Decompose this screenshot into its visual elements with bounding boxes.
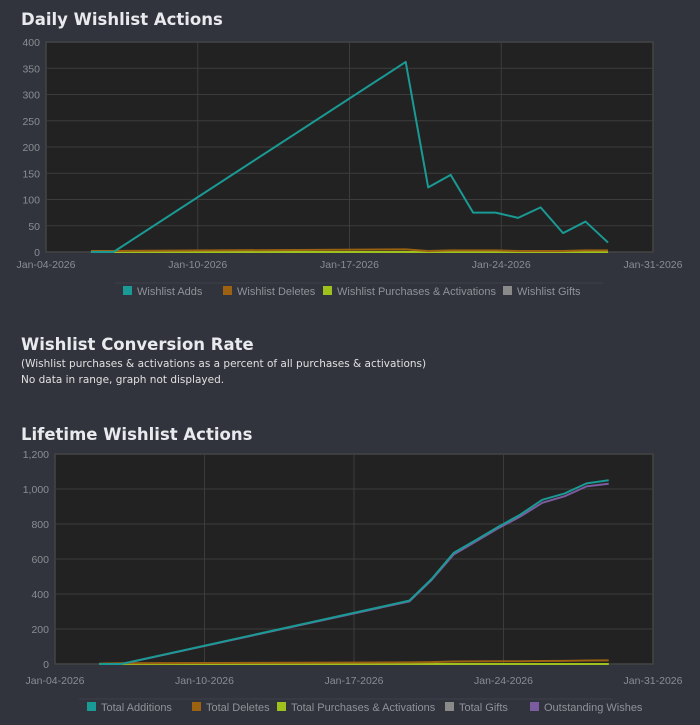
legend-swatch — [87, 702, 96, 711]
y-tick-label: 350 — [22, 63, 40, 75]
legend-label: Wishlist Adds — [137, 286, 203, 298]
legend-swatch — [277, 702, 286, 711]
x-tick-label: Jan-24-2026 — [474, 675, 533, 687]
legend-label: Outstanding Wishes — [544, 702, 643, 714]
y-tick-label: 150 — [22, 168, 40, 180]
conversion-rate-title: Wishlist Conversion Rate — [21, 335, 254, 354]
x-tick-label: Jan-04-2026 — [26, 675, 85, 687]
x-tick-label: Jan-31-2026 — [624, 675, 683, 687]
x-tick-label: Jan-31-2026 — [624, 259, 683, 271]
lifetime-wishlist-title: Lifetime Wishlist Actions — [21, 425, 253, 444]
series-line-total-deletes — [99, 659, 609, 665]
legend-swatch — [503, 286, 512, 295]
y-tick-label: 0 — [43, 659, 49, 671]
legend-swatch — [123, 286, 132, 295]
x-tick-label: Jan-10-2026 — [168, 259, 227, 271]
y-tick-label: 0 — [34, 247, 40, 259]
y-tick-label: 600 — [31, 554, 49, 566]
legend-label: Wishlist Deletes — [237, 286, 316, 298]
legend-swatch — [223, 286, 232, 295]
y-tick-label: 200 — [22, 142, 40, 154]
y-tick-label: 800 — [31, 519, 49, 531]
legend-label: Wishlist Gifts — [517, 286, 581, 298]
legend-swatch — [192, 702, 201, 711]
y-tick-label: 300 — [22, 90, 40, 102]
daily-wishlist-chart: 0 50 100 150 200 250 300 350 400 Jan-04-2026 Jan-1… — [17, 37, 683, 298]
y-tick-label: 250 — [22, 116, 40, 128]
series-line-total-additions — [99, 479, 609, 665]
x-tick-label: Jan-17-2026 — [325, 675, 384, 687]
y-tick-label: 1,200 — [23, 449, 49, 461]
y-tick-label: 1,000 — [23, 484, 49, 496]
series-line-wishlist-deletes — [90, 248, 609, 252]
legend-swatch — [323, 286, 332, 295]
daily-wishlist-title: Daily Wishlist Actions — [21, 10, 223, 29]
y-tick-label: 400 — [22, 37, 40, 49]
conversion-rate-subtitle: (Wishlist purchases & activations as a p… — [21, 358, 427, 370]
x-tick-label: Jan-10-2026 — [175, 675, 234, 687]
legend-label: Total Additions — [101, 702, 172, 714]
y-tick-label: 200 — [31, 624, 49, 636]
series-line-wishlist-adds — [90, 60, 609, 253]
legend-label: Total Deletes — [206, 702, 270, 714]
y-tick-label: 400 — [31, 589, 49, 601]
legend-swatch — [445, 702, 454, 711]
x-tick-label: Jan-04-2026 — [17, 259, 76, 271]
legend-label: Wishlist Purchases & Activations — [337, 286, 496, 298]
legend-label: Total Purchases & Activations — [291, 702, 436, 714]
lifetime-wishlist-chart: 0 200 400 600 800 1,000 1,200 Jan-04-2026 Jan-10… — [23, 449, 683, 714]
legend-label: Total Gifts — [459, 702, 508, 714]
y-tick-label: 100 — [22, 195, 40, 207]
y-tick-label: 50 — [28, 221, 40, 233]
conversion-rate-empty-message: No data in range, graph not displayed. — [21, 374, 225, 386]
legend-swatch — [530, 702, 539, 711]
x-tick-label: Jan-24-2026 — [472, 259, 531, 271]
x-tick-label: Jan-17-2026 — [320, 259, 379, 271]
